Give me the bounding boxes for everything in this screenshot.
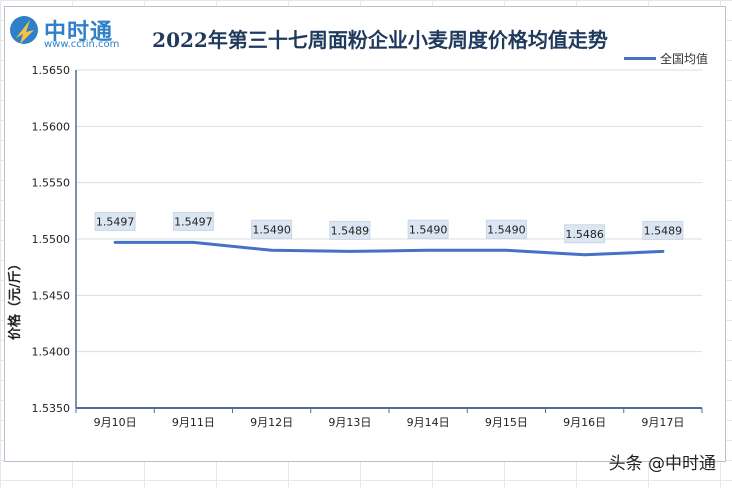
chart-title: 2022年第三十七周面粉企业小麦周度价格均值走势 <box>152 28 608 52</box>
data-label-box <box>94 211 136 231</box>
data-label: 1.5489 <box>642 220 684 240</box>
x-tick-label: 9月16日 <box>563 416 606 429</box>
y-tick-labels: 1.5650 1.5600 1.5550 1.5500 1.5450 1.5400 1.53… <box>32 64 71 415</box>
data-label-text: 1.5490 <box>252 223 291 236</box>
brand-logo: 中时通 www.cctin.com <box>8 12 148 52</box>
logo-icon <box>10 16 38 44</box>
data-label-text: 1.5490 <box>409 223 448 236</box>
source-watermark: 头条 @中时通 <box>608 454 716 474</box>
y-tick-label: 1.5650 <box>32 64 71 77</box>
gridlines <box>75 69 702 409</box>
data-label: 1.5486 <box>564 224 606 244</box>
data-label: 1.5490 <box>251 219 293 239</box>
data-label-text: 1.5490 <box>487 223 526 236</box>
x-tick-label: 9月14日 <box>407 416 450 429</box>
y-tick-label: 1.5500 <box>32 233 71 246</box>
y-tick-label: 1.5450 <box>32 289 71 302</box>
data-label-box <box>329 220 371 240</box>
data-labels: 1.5497 1.5497 1.5490 1.5489 1.5490 1.5490 1.54… <box>94 211 684 244</box>
data-label-text: 1.5489 <box>644 224 683 237</box>
data-label-box <box>251 219 293 239</box>
data-label-box <box>172 211 214 231</box>
data-label: 1.5490 <box>485 219 527 239</box>
legend-label: 全国均值 <box>660 52 709 66</box>
legend-swatch <box>624 57 656 60</box>
data-label-box <box>642 220 684 240</box>
x-tick-label: 9月17日 <box>641 416 684 429</box>
x-tick-label: 9月10日 <box>94 416 137 429</box>
data-label: 1.5490 <box>407 219 449 239</box>
data-label: 1.5497 <box>94 211 136 231</box>
x-tick-label: 9月13日 <box>328 416 371 429</box>
data-label-text: 1.5489 <box>331 224 370 237</box>
logo-url: www.cctin.com <box>44 39 120 50</box>
data-label-text: 1.5497 <box>96 215 135 228</box>
logo-name: 中时通 <box>44 20 114 45</box>
data-label-text: 1.5497 <box>174 215 213 228</box>
data-label-box <box>407 219 449 239</box>
y-tick-label: 1.5550 <box>32 177 71 190</box>
data-label-text: 1.5486 <box>565 228 604 241</box>
data-label-box <box>485 219 527 239</box>
x-tick-label: 9月11日 <box>172 416 215 429</box>
y-tick-label: 1.5400 <box>32 346 71 359</box>
data-label-box <box>564 224 606 244</box>
data-label: 1.5497 <box>172 211 214 231</box>
x-tick-label: 9月12日 <box>250 416 293 429</box>
y-tick-label: 1.5600 <box>32 120 71 133</box>
data-label: 1.5489 <box>329 220 371 240</box>
series-line-national-average <box>113 240 665 257</box>
y-tick-label: 1.5350 <box>32 402 71 415</box>
x-tick-label: 9月15日 <box>485 416 528 429</box>
x-tick-labels: 9月10日 9月11日 9月12日 9月13日 9月14日 9月15日 9月16日 9月17日 <box>75 408 703 429</box>
series-lines <box>113 240 665 257</box>
